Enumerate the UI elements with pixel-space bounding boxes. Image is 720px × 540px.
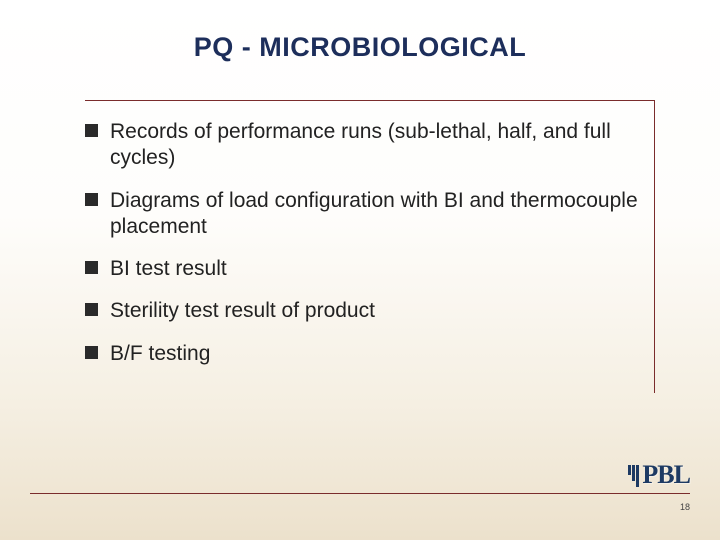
logo-bar	[632, 465, 635, 481]
logo: PBL	[628, 460, 690, 490]
square-bullet-icon	[85, 261, 98, 274]
slide-title: PQ - MICROBIOLOGICAL	[0, 32, 720, 63]
bullet-item: B/F testing	[85, 341, 642, 367]
content-area: Records of performance runs (sub-lethal,…	[85, 100, 655, 393]
square-bullet-icon	[85, 124, 98, 137]
footer-rule	[30, 493, 690, 494]
bullet-item: BI test result	[85, 256, 642, 282]
logo-bars-icon	[628, 465, 639, 487]
slide: PQ - MICROBIOLOGICAL Records of performa…	[0, 0, 720, 540]
logo-text: PBL	[642, 460, 690, 490]
bullet-text: BI test result	[110, 256, 227, 282]
square-bullet-icon	[85, 193, 98, 206]
page-number: 18	[680, 502, 690, 512]
bullet-text: B/F testing	[110, 341, 210, 367]
square-bullet-icon	[85, 303, 98, 316]
bullet-item: Records of performance runs (sub-lethal,…	[85, 119, 642, 172]
bullet-text: Records of performance runs (sub-lethal,…	[110, 119, 642, 172]
bullet-item: Diagrams of load configuration with BI a…	[85, 188, 642, 241]
logo-bar	[636, 465, 639, 487]
bullet-item: Sterility test result of product	[85, 298, 642, 324]
bullet-text: Diagrams of load configuration with BI a…	[110, 188, 642, 241]
square-bullet-icon	[85, 346, 98, 359]
logo-bar	[628, 465, 631, 475]
bullet-text: Sterility test result of product	[110, 298, 375, 324]
